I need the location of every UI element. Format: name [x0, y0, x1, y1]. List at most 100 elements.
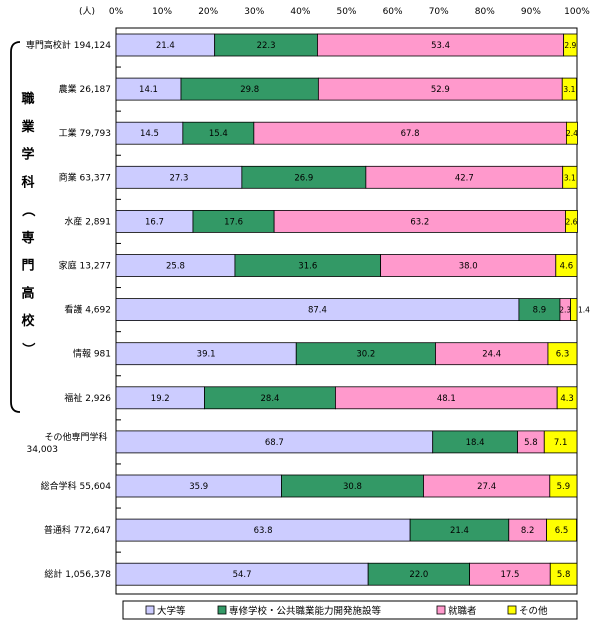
data-label: 30.2 [356, 350, 375, 360]
data-label: 15.4 [209, 129, 228, 139]
data-label: 63.2 [410, 217, 429, 227]
x-tick-label: 70% [429, 7, 449, 17]
data-label: 26.9 [294, 173, 313, 183]
category-label: 福祉 2,926 [64, 392, 111, 404]
data-label: 16.7 [145, 217, 164, 227]
data-label: 67.8 [401, 129, 420, 139]
bar-segment [561, 77, 577, 101]
data-label: 4.6 [560, 262, 574, 272]
legend-label: 大学等 [157, 605, 186, 617]
data-label: 87.4 [308, 306, 327, 316]
bar-segment [565, 121, 578, 145]
data-label: 17.6 [224, 217, 243, 227]
data-label: 2.6 [565, 217, 577, 226]
bar-segment [549, 474, 578, 498]
x-tick-label: 10% [152, 7, 172, 17]
data-label: 30.8 [343, 482, 362, 492]
data-label: 22.0 [409, 570, 428, 580]
bar-segment [543, 430, 578, 454]
data-label: 25.8 [166, 262, 185, 272]
data-label: 31.6 [298, 262, 317, 272]
unit-label: (人) [79, 6, 95, 17]
data-label: 39.1 [197, 350, 216, 360]
data-label: 18.4 [466, 438, 485, 448]
x-tick-label: 30% [244, 7, 264, 17]
x-tick-label: 60% [383, 7, 403, 17]
x-tick-label: 50% [336, 7, 356, 17]
data-label: 3.1 [563, 85, 575, 94]
data-label: 8.9 [533, 306, 547, 316]
data-label: 53.4 [431, 41, 450, 51]
category-label: 水産 2,891 [64, 215, 111, 227]
data-label: 5.8 [557, 570, 571, 580]
category-label: 家庭 13,277 [59, 260, 111, 272]
category-label: 専門高校計 194,124 [26, 39, 111, 51]
data-label: 14.5 [140, 129, 159, 139]
bar-segment [562, 165, 578, 189]
x-tick-label: 90% [521, 7, 541, 17]
legend-swatch [507, 605, 517, 615]
x-tick-label: 100% [564, 7, 590, 17]
data-label: 7.1 [554, 438, 568, 448]
data-label: 54.7 [233, 570, 252, 580]
category-label: 農業 26,187 [59, 83, 111, 95]
data-label: 35.9 [189, 482, 208, 492]
data-label: 8.2 [521, 526, 535, 536]
data-label: 1.4 [578, 306, 590, 315]
data-label: 5.9 [557, 482, 571, 492]
group-label-char: 専 [21, 230, 34, 246]
data-label: 2.4 [566, 129, 578, 138]
data-label: 24.4 [482, 350, 501, 360]
bar-segment [570, 298, 578, 322]
data-label: 22.3 [257, 41, 276, 51]
group-label-char: 科 [21, 174, 34, 190]
legend-swatch [436, 605, 446, 615]
data-label: 38.0 [459, 262, 478, 272]
data-label: 2.9 [564, 41, 576, 50]
group-label-char: ） [20, 342, 36, 355]
group-label-char: 職 [21, 91, 34, 107]
group-label-char: 門 [21, 259, 34, 274]
group-label-char: 校 [21, 313, 35, 329]
data-label: 17.5 [500, 570, 519, 580]
bar-segment [565, 209, 578, 233]
x-tick-label: 40% [290, 7, 310, 17]
data-label: 27.4 [477, 482, 496, 492]
category-count: 34,003 [27, 445, 59, 455]
data-label: 5.8 [524, 438, 538, 448]
bar-segment [547, 342, 578, 366]
category-label: 情報 981 [73, 348, 111, 360]
data-label: 6.5 [555, 526, 569, 536]
category-label: その他専門学科 [44, 431, 107, 443]
legend-swatch [145, 605, 155, 615]
data-label: 68.7 [265, 438, 284, 448]
bar-segment [556, 386, 578, 410]
x-tick-label: 0% [109, 7, 124, 17]
legend-label: その他 [519, 605, 548, 617]
legend-label: 専修学校・公共職業能力開発施設等 [229, 605, 382, 617]
legend: 大学等 専修学校・公共職業能力開発施設等 就職者 その他 [122, 600, 578, 620]
data-label: 63.8 [254, 526, 273, 536]
data-label: 2.3 [559, 306, 571, 315]
data-label: 27.3 [169, 173, 188, 183]
legend-box [122, 600, 578, 620]
group-label-char: （ [20, 204, 36, 217]
group-label-char: 業 [20, 119, 35, 135]
data-label: 21.4 [450, 526, 469, 536]
data-label: 21.4 [156, 41, 175, 51]
bar-segment [555, 254, 578, 277]
data-label: 28.4 [261, 394, 280, 404]
category-label: 総計 1,056,378 [44, 568, 111, 580]
group-label-char: 高 [21, 285, 34, 301]
category-label: 総合学科 55,604 [41, 480, 112, 492]
legend-label: 就職者 [448, 605, 477, 617]
data-label: 42.7 [455, 173, 474, 183]
data-label: 52.9 [431, 85, 450, 95]
bar-segment [546, 518, 577, 542]
category-label: 工業 79,793 [59, 127, 111, 139]
bar-segment [549, 562, 578, 586]
data-label: 3.1 [564, 173, 576, 182]
data-label: 14.1 [139, 85, 158, 95]
